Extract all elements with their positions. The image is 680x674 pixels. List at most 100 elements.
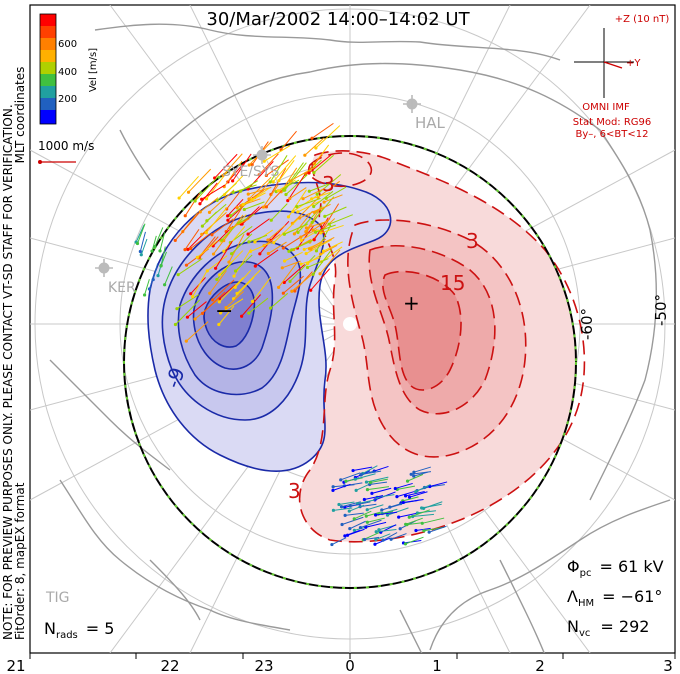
imf-clock [574,28,634,98]
velocity-vector [357,499,376,505]
velocity-vector-origin [193,199,197,203]
velocity-vector [270,203,288,221]
velocity-vector-origin [373,542,377,546]
velocity-vector [144,279,150,296]
velocity-vector [297,225,315,249]
lat-label-60: -60° [578,308,596,340]
station-label-tig: TIG [45,590,70,606]
velocity-vector-origin [253,240,257,244]
velocity-vector-origin [314,146,318,150]
velocity-vector-origin [271,180,275,184]
station-marker-ker [95,259,113,277]
velocity-vector [174,212,200,241]
velocity-vector-origin [310,220,314,224]
velocity-vector-origin [282,232,286,236]
statistics: Φpc = 61 kV ΛHM = −61° Nvc = 292 Nrads = 5 [44,557,664,641]
hm-boundary-dots [123,135,577,589]
velocity-vector-origin [135,241,140,246]
velocity-vector-origin [261,205,266,209]
contour-label-pos-top: 3 [322,172,335,196]
colorbar-label: Vel [m/s] [88,48,99,92]
station-label-hal: HAL [415,114,446,132]
velocity-vector-origin [235,206,239,210]
velocity-vector [364,536,380,541]
velocity-vector-origin [264,205,268,209]
velocity-vector-origin [163,283,167,287]
velocity-vector-origin [368,480,373,485]
velocity-vector [192,270,208,297]
velocity-vector [328,214,353,225]
velocity-vector-origin [412,470,416,474]
velocity-vector-origin [211,298,215,302]
velocity-vector-origin [264,173,268,178]
velocity-vector-origin [313,230,318,234]
velocity-vector [255,249,279,267]
velocity-vector-origin [422,529,426,533]
velocity-vector [197,240,218,258]
velocity-vector-origin [284,192,288,197]
velocity-vector [177,258,203,276]
velocity-vector-origin [302,247,306,252]
velocity-vector-origin [352,517,356,521]
velocity-vector-origin [403,542,408,546]
velocity-vector [370,478,388,483]
velocity-vector-origin [288,279,292,283]
velocity-vector-origin [340,522,344,527]
velocity-vector [250,241,273,252]
fit-order-note: FitOrder: 8, mapEX format [13,482,27,640]
velocity-vector [300,256,322,265]
velocity-vector-origin [305,265,310,270]
velocity-vector-origin [347,509,351,513]
velocity-vector [219,284,236,300]
preview-note: NOTE: FOR PREVIEW PURPOSES ONLY. PLEASE … [1,104,15,640]
velocity-vector-origin [262,159,266,163]
station-marker-hal [403,95,421,113]
velocity-vector-origin [173,322,178,327]
velocity-vector [345,512,364,516]
velocity-vector [176,294,200,310]
velocity-vector [201,184,226,200]
velocity-vector-origin [339,478,343,482]
velocity-vector-origin [190,295,195,299]
velocity-vector [314,203,331,213]
velocity-vector [299,207,323,219]
velocity-vector [415,483,431,493]
velocity-vector [367,504,384,511]
velocity-vector-origin [204,231,208,235]
velocity-vector-origin [231,179,235,183]
velocity-vector [361,470,382,475]
velocity-vector [396,490,416,498]
velocity-vector [288,189,307,218]
velocity-vector [291,239,314,251]
lat-label-50: -50° [652,294,670,326]
velocity-vector [310,236,335,250]
velocity-vector [164,266,173,285]
velocity-vector-origin [272,240,276,245]
velocity-vector [135,224,145,243]
velocity-vector-origin [407,515,411,519]
velocity-vector [187,301,207,318]
velocity-vector [284,251,303,262]
velocity-vector [283,232,308,249]
velocity-vector-origin [321,249,326,253]
velocity-vector [228,234,245,263]
velocity-vector [235,254,253,272]
velocity-vector-origin [258,252,262,256]
velocity-vector-origin [247,197,251,201]
velocity-vector-origin [277,285,281,289]
colorbar-tick-600: 600 [58,39,77,50]
velocity-vector [387,507,409,516]
velocity-vector [268,241,287,254]
velocity-vector-origin [210,233,214,237]
velocity-vector-origin [362,537,367,542]
velocity-vector [248,186,272,195]
velocity-vector [218,277,244,303]
velocity-vector [367,486,390,491]
velocity-vector [413,471,428,477]
velocity-vector-origin [293,289,297,293]
velocity-vector [285,174,308,195]
velocity-vector-origin [250,299,255,304]
velocity-vector [307,252,325,264]
velocity-vector-origin [205,219,209,223]
